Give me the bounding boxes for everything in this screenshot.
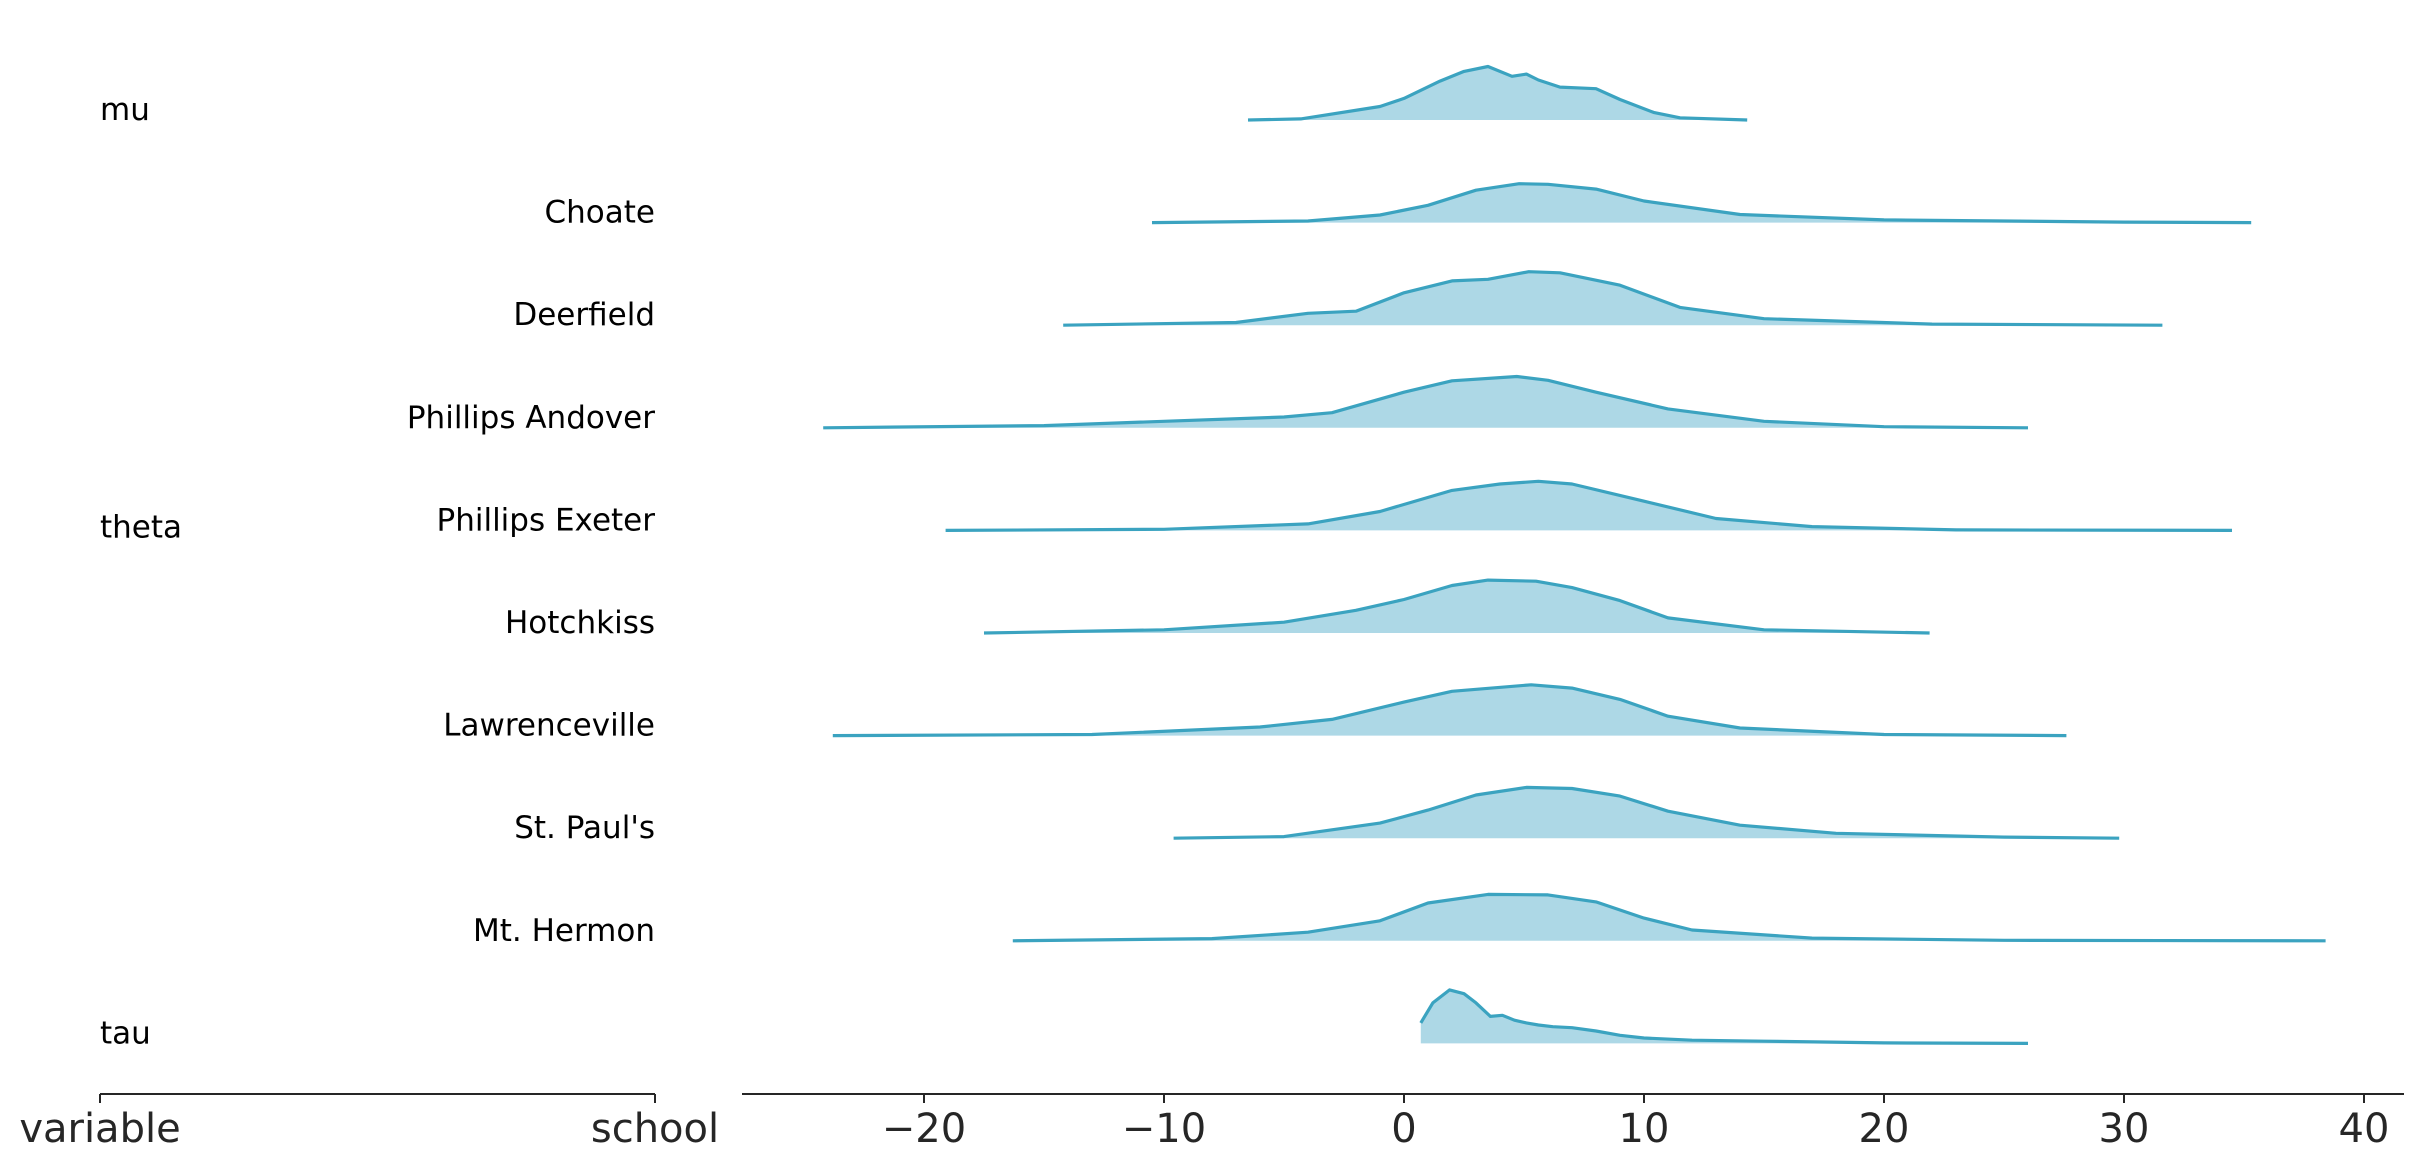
school-label-lawrenceville: Lawrenceville xyxy=(443,708,655,744)
ridge-line-hotchkiss xyxy=(983,578,1930,635)
x-axis-ticks: −20 −10 0 10 20 30 40 xyxy=(882,1094,2390,1152)
variable-label-tau: tau xyxy=(100,1015,151,1051)
school-label-hotchkiss: Hotchkiss xyxy=(505,605,655,641)
row-labels: mu Choate Deerfield Phillips Andover Phillip… xyxy=(100,92,655,1051)
x-tick-label: 20 xyxy=(1859,1106,1910,1152)
ridge-fill-lawrenceville xyxy=(832,684,2067,736)
ridge-line-st-paul-s xyxy=(1173,785,2120,840)
ridge-series xyxy=(823,64,2326,1045)
school-label-choate: Choate xyxy=(545,195,655,231)
ridge-fill-phillips-andover xyxy=(823,376,2029,428)
school-label-st-paul-s: St. Paul's xyxy=(514,810,655,846)
variable-label-mu: mu xyxy=(100,92,150,128)
x-tick-label: 10 xyxy=(1619,1106,1670,1152)
variable-label-theta: theta xyxy=(100,510,182,546)
x-tick-label: 40 xyxy=(2339,1106,2390,1152)
ridge-fill-hotchkiss xyxy=(984,580,1930,633)
ridge-line-tau xyxy=(1419,988,2029,1045)
ridge-fill-choate xyxy=(1152,183,2252,223)
x-tick-label: −10 xyxy=(1122,1106,1206,1152)
ridge-line-mu xyxy=(1247,64,1748,122)
school-label-deerfield: Deerfield xyxy=(513,297,655,333)
x-tick-label: −20 xyxy=(882,1106,966,1152)
x-tick-label: 0 xyxy=(1391,1106,1416,1152)
ridge-line-deerfield xyxy=(1063,270,2163,327)
school-label-mt-hermon: Mt. Hermon xyxy=(473,913,655,949)
ridge-fill-deerfield xyxy=(1063,271,2163,326)
school-label-phillips-andover: Phillips Andover xyxy=(407,400,655,436)
ridge-fill-mu xyxy=(1248,66,1748,120)
school-column-title: school xyxy=(591,1106,719,1152)
x-tick-label: 30 xyxy=(2099,1106,2150,1152)
variable-column-title: variable xyxy=(19,1106,180,1152)
ridge-line-phillips-andover xyxy=(823,374,2029,430)
ridge-fill-phillips-exeter xyxy=(945,481,2232,531)
ridge-fill-st-paul-s xyxy=(1173,787,2120,839)
ridge-line-lawrenceville xyxy=(832,683,2067,738)
school-label-phillips-exeter: Phillips Exeter xyxy=(437,502,656,538)
ridge-fill-tau xyxy=(1420,989,2028,1044)
ridge-line-mt-hermon xyxy=(1012,892,2326,943)
ridge-fill-mt-hermon xyxy=(1012,894,2326,941)
ridge-line-choate xyxy=(1151,182,2252,225)
ridge-line-phillips-exeter xyxy=(945,479,2233,532)
axes: variable school −20 −10 0 10 20 30 40 xyxy=(19,1093,2404,1152)
